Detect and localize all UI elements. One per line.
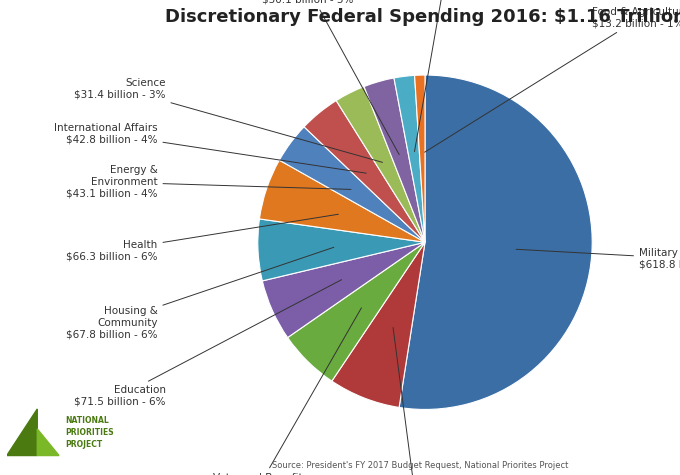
Wedge shape (332, 242, 425, 408)
Wedge shape (279, 127, 425, 242)
Wedge shape (262, 242, 425, 338)
Wedge shape (336, 86, 425, 242)
Text: International Affairs
$42.8 billion - 4%: International Affairs $42.8 billion - 4% (54, 123, 367, 173)
Text: Unemployment &
Labor
$30.1 billion - 3%: Unemployment & Labor $30.1 billion - 3% (262, 0, 399, 155)
Title: Discretionary Federal Spending 2016: $1.16 Trillion: Discretionary Federal Spending 2016: $1.… (165, 8, 680, 26)
Text: Government
$77.9 billion - 7%: Government $77.9 billion - 7% (371, 328, 462, 475)
Text: Energy &
Environment
$43.1 billion - 4%: Energy & Environment $43.1 billion - 4% (66, 165, 351, 199)
Wedge shape (260, 160, 425, 242)
Text: Military
$618.8 billion - 53%: Military $618.8 billion - 53% (516, 248, 680, 270)
Text: NATIONAL
PRIORITIES
PROJECT: NATIONAL PRIORITIES PROJECT (65, 416, 114, 448)
Wedge shape (258, 219, 425, 281)
Wedge shape (288, 242, 425, 381)
Polygon shape (37, 429, 59, 456)
Polygon shape (7, 409, 37, 456)
Wedge shape (399, 75, 592, 409)
Wedge shape (415, 75, 425, 242)
Wedge shape (304, 101, 425, 242)
Text: Source: President's FY 2017 Budget Request, National Priorites Project: Source: President's FY 2017 Budget Reque… (272, 461, 568, 470)
Text: Transportation
$28.3 billion - 2%: Transportation $28.3 billion - 2% (399, 0, 491, 152)
Wedge shape (364, 78, 425, 242)
Text: Education
$71.5 billion - 6%: Education $71.5 billion - 6% (74, 280, 341, 407)
Text: Food & Agriculture
$13.2 billion - 1%: Food & Agriculture $13.2 billion - 1% (424, 7, 680, 152)
Text: Science
$31.4 billion - 3%: Science $31.4 billion - 3% (74, 77, 382, 162)
Text: Housing &
Community
$67.8 billion - 6%: Housing & Community $67.8 billion - 6% (66, 247, 334, 339)
Text: Veterans' Benefits
$71.8 billion - 6%: Veterans' Benefits $71.8 billion - 6% (213, 308, 362, 475)
Text: Health
$66.3 billion - 6%: Health $66.3 billion - 6% (66, 214, 339, 261)
Wedge shape (394, 76, 425, 242)
